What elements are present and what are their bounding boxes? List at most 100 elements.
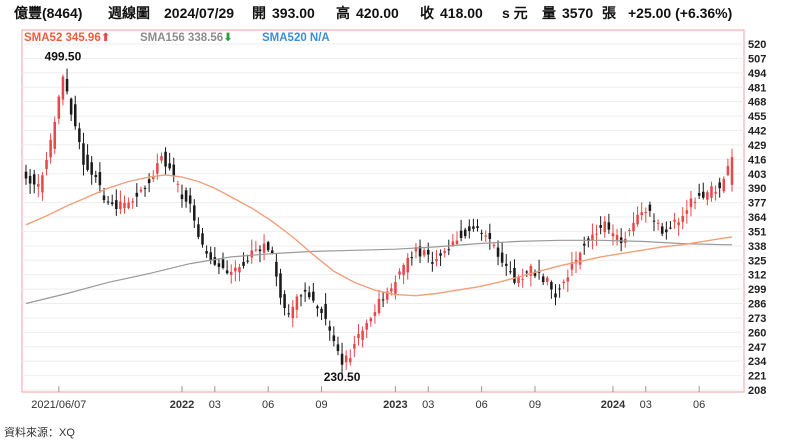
candle-body xyxy=(336,344,340,352)
y-tick-label: 299 xyxy=(748,284,766,296)
y-tick-label: 455 xyxy=(748,111,766,123)
candle-body xyxy=(57,96,61,119)
candle-body xyxy=(578,252,582,265)
candle-body xyxy=(714,191,717,194)
candle-body xyxy=(102,195,106,201)
candle-body xyxy=(398,271,401,275)
candle-body xyxy=(648,204,652,211)
candle-body xyxy=(365,322,368,330)
candle-body xyxy=(119,201,122,209)
x-axis: 2021/06/07 2022 03 06 09 2023 03 06 09 2024 03 06 xyxy=(31,386,705,411)
candle-body xyxy=(250,250,254,258)
candle-body xyxy=(225,270,229,274)
candle-body xyxy=(570,262,574,270)
candle-body xyxy=(110,202,114,204)
candle-body xyxy=(209,252,212,261)
candle-body xyxy=(718,182,721,189)
candle-body xyxy=(61,76,65,100)
close-value: 418.00 xyxy=(440,5,483,21)
y-tick-label: 364 xyxy=(748,212,767,224)
annotations: 499.50 230.50 xyxy=(45,50,361,384)
x-tick-label: 03 xyxy=(422,399,434,411)
candle-body xyxy=(656,222,660,224)
candles xyxy=(24,68,734,375)
candle-body xyxy=(422,250,426,256)
candle-body xyxy=(472,226,475,229)
y-tick-label: 403 xyxy=(748,169,766,181)
candle-body xyxy=(172,164,176,176)
candle-body xyxy=(188,195,192,204)
y-tick-label: 234 xyxy=(748,356,767,368)
candle-body xyxy=(28,175,32,184)
candle-body xyxy=(98,172,102,186)
arrow-down-icon: ⬇ xyxy=(223,32,233,44)
candle-body xyxy=(168,163,171,169)
candle-body xyxy=(328,326,332,331)
candle-body xyxy=(156,163,159,174)
candle-body xyxy=(213,257,217,265)
candle-body xyxy=(496,247,500,257)
candle-body xyxy=(180,194,184,200)
candle-body xyxy=(509,271,512,273)
candle-body xyxy=(390,288,393,292)
candle-body xyxy=(197,224,200,237)
candle-body xyxy=(49,139,52,158)
y-tick-label: 208 xyxy=(748,385,766,397)
candle-body xyxy=(541,276,545,283)
y-tick-label: 325 xyxy=(748,255,766,267)
x-tick-label: 2024 xyxy=(601,399,626,411)
open-value: 393.00 xyxy=(272,5,315,21)
candle-body xyxy=(640,212,643,216)
candle-body xyxy=(332,335,336,342)
legend: SMA52 345.96⬆ SMA156 338.56⬇ SMA520 N/A xyxy=(24,32,340,45)
plot-frame xyxy=(21,29,745,393)
price-annotation: 230.50 xyxy=(324,370,361,384)
y-tick-label: 312 xyxy=(748,270,766,282)
y-tick-label: 260 xyxy=(748,327,766,339)
candle-body xyxy=(234,267,237,272)
legend-sma52: SMA52 345.96⬆ xyxy=(24,32,110,44)
sma156-line xyxy=(25,239,732,305)
candle-body xyxy=(369,318,373,322)
candle-body xyxy=(287,313,290,315)
candle-body xyxy=(340,353,344,365)
x-tick-label: 06 xyxy=(475,399,487,411)
candle-body xyxy=(262,243,266,253)
candle-body xyxy=(574,259,578,264)
x-tick-label: 06 xyxy=(262,399,274,411)
y-tick-label: 338 xyxy=(748,241,766,253)
candle-body xyxy=(644,211,648,213)
candle-body xyxy=(381,299,385,301)
y-tick-label: 494 xyxy=(748,68,767,80)
close-suffix: s 元 xyxy=(502,5,528,21)
source-note: 資料來源：XQ xyxy=(4,427,75,439)
candle-body xyxy=(431,262,434,264)
candle-body xyxy=(484,235,487,237)
candle-body xyxy=(86,154,89,170)
candle-body xyxy=(82,143,85,165)
x-tick-label: 09 xyxy=(529,399,541,411)
open-label: 開 xyxy=(252,5,266,21)
chart-header: 億豐(8464) 週線圖 2024/07/29 開 393.00 高 420.0… xyxy=(14,5,732,21)
high-label: 高 xyxy=(336,5,350,21)
candle-body xyxy=(468,226,471,232)
candle-body xyxy=(402,265,405,276)
candle-body xyxy=(106,201,110,203)
candle-body xyxy=(730,157,734,185)
candle-body xyxy=(426,249,430,255)
sma52-line xyxy=(25,174,733,297)
candle-body xyxy=(147,179,151,184)
candle-body xyxy=(414,247,418,252)
candle-body xyxy=(37,183,40,187)
candle-body xyxy=(525,271,529,273)
candle-body xyxy=(595,233,598,235)
candle-body xyxy=(599,225,602,228)
candle-body xyxy=(279,273,282,298)
candle-body xyxy=(636,214,639,225)
candle-body xyxy=(283,294,286,309)
candle-body xyxy=(246,260,249,262)
x-tick-label: 2022 xyxy=(170,399,194,411)
candle-body xyxy=(266,242,270,251)
candle-body xyxy=(217,263,221,267)
